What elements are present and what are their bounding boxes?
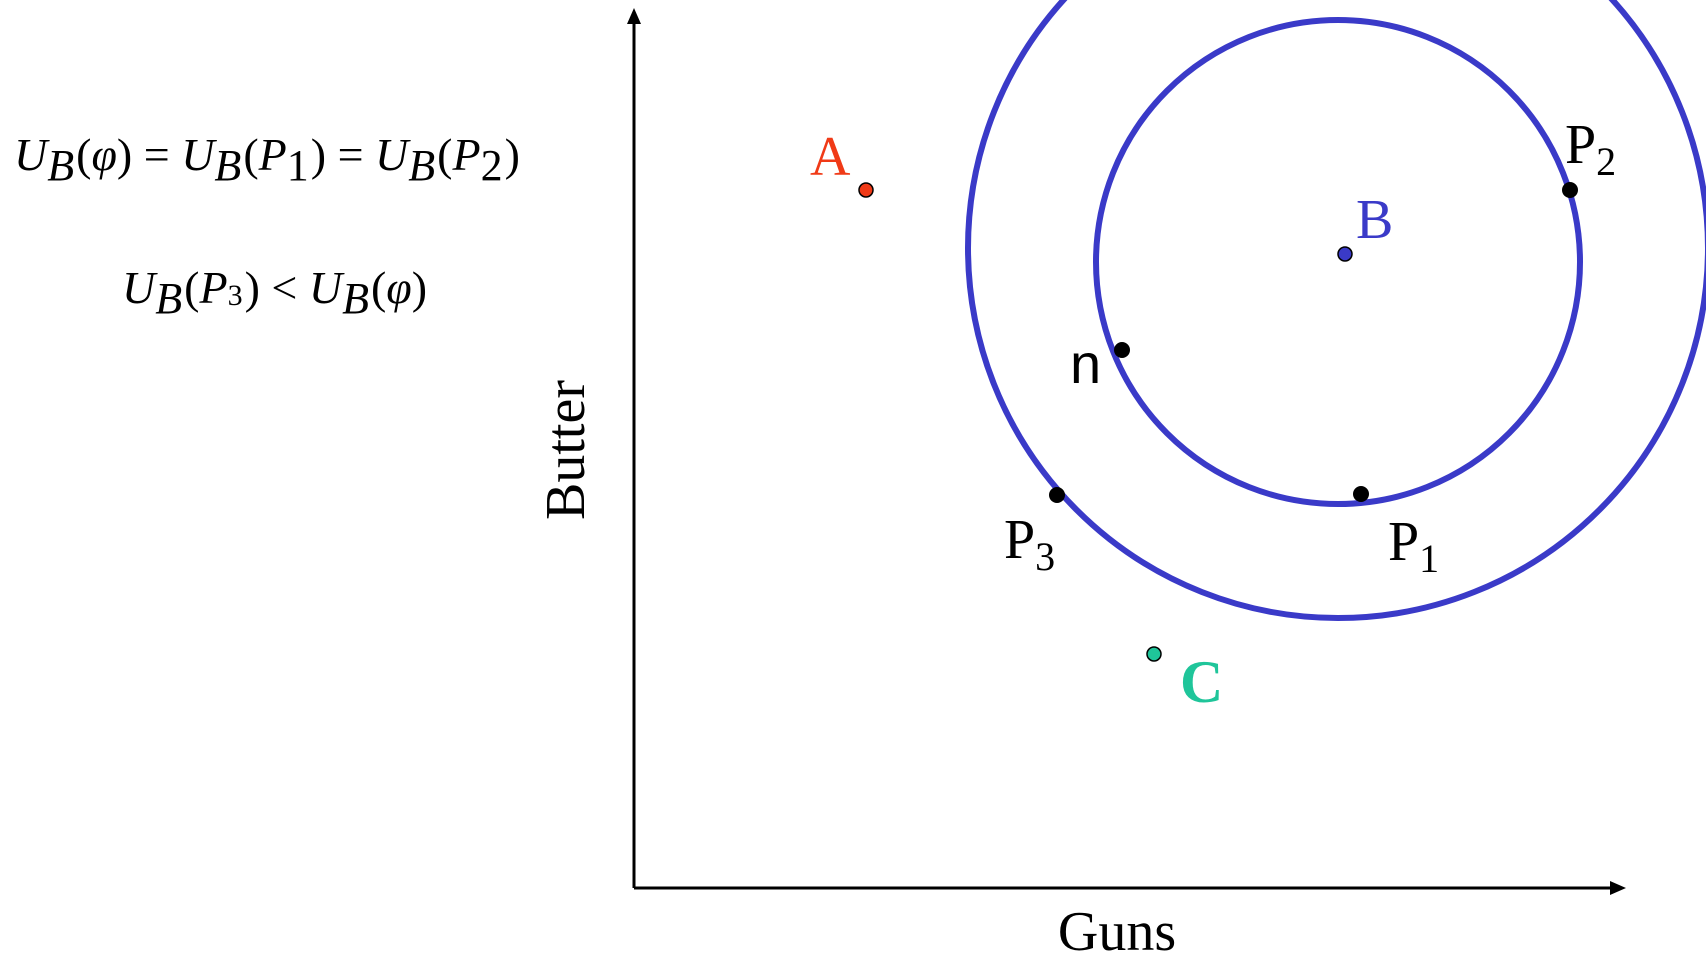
eq1-lparen-1: ( [76,129,92,180]
ideal-point-c [1146,646,1162,662]
eq1-sub-b-3: B [408,141,436,190]
proposal-p1-point [1353,486,1369,502]
eq1-phi: φ [91,129,117,180]
equation-line-2: UB(P3) < UB(φ) [122,262,428,321]
eq2-phi: φ [386,262,412,313]
eq2-u-1: U [122,262,156,313]
ideal-point-b-label: B [1356,189,1393,251]
eq2-u-2: U [308,262,343,313]
eq1-sub-1: 1 [286,141,309,190]
eq2-rparen-1: ) [244,262,260,313]
eq2-lparen-1: ( [184,262,200,313]
eq1-sub-2: 2 [480,141,503,190]
proposal-p3-label: P3 [1004,509,1055,579]
eq1-rparen-2: ) [310,129,327,180]
outer-indifference-circle [965,0,1706,621]
eq2-lparen-2: ( [370,262,387,313]
status-quo-label: n [1070,332,1101,395]
proposal-p2-point [1562,182,1578,198]
equation-line-1: UB(φ) = UB(P1) = UB(P2) [14,129,520,188]
proposal-p2-label: P2 [1565,114,1616,184]
eq1-p-2: P [452,129,481,180]
eq1-u-3: U [375,129,409,180]
x-axis-arrowhead [1610,881,1626,895]
ideal-point-a [858,182,874,198]
ideal-point-c-label: C [1180,649,1223,715]
eq2-less-than: < [271,262,298,313]
status-quo-point [1114,342,1130,358]
eq2-sub-b-1: B [155,274,183,323]
eq1-sub-b-1: B [47,141,75,190]
eq2-sub-b-2: B [342,274,369,323]
proposal-p1-label: P1 [1388,511,1439,581]
eq1-lparen-3: ( [437,129,453,180]
y-axis-label: Butter [535,380,597,520]
y-axis-arrowhead [627,8,641,24]
eq1-equals-1: = [143,129,170,180]
ideal-point-b [1337,246,1353,262]
ideal-point-a-label: A [810,126,851,188]
eq2-p-3: P [199,262,228,313]
eq1-u-1: U [14,129,48,180]
eq1-p-1: P [258,129,287,180]
x-axis-label: Guns [1058,901,1176,956]
eq1-rparen-1: ) [116,129,133,180]
eq2-rparen-2: ) [411,262,428,313]
eq2-sub-3: 3 [227,279,243,312]
eq1-sub-b-2: B [214,141,242,190]
eq1-equals-2: = [337,129,364,180]
eq1-u-2: U [181,129,215,180]
eq1-rparen-3: ) [504,129,520,180]
inner-indifference-circle [1093,17,1583,507]
proposal-p3-point [1049,487,1065,503]
eq1-lparen-2: ( [243,129,259,180]
